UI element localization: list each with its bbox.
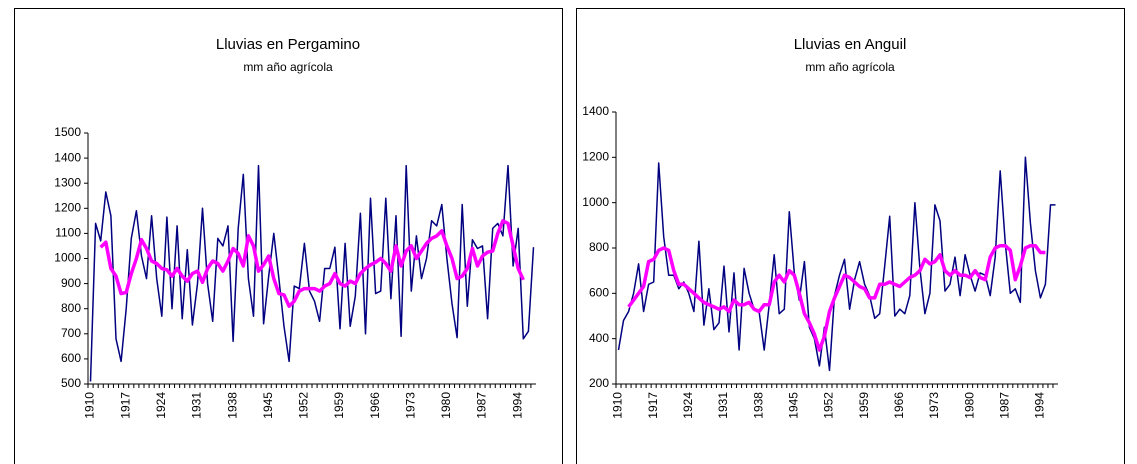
- x-tick-label: 1959: [332, 392, 346, 419]
- chart-title: Lluvias en Pergamino: [216, 36, 360, 53]
- x-tick-label: 1945: [261, 392, 275, 419]
- x-tick-label: 1931: [716, 392, 730, 419]
- x-tick-label: 1952: [822, 392, 836, 419]
- x-tick-label: 1959: [857, 392, 871, 419]
- y-tick-label: 700: [61, 326, 81, 340]
- chart-frame: [576, 8, 1125, 464]
- y-tick-label: 800: [589, 240, 609, 254]
- y-tick-label: 1400: [54, 150, 81, 164]
- y-tick-label: 1200: [54, 200, 81, 214]
- x-tick-label: 1973: [927, 392, 941, 419]
- x-tick-label: 1924: [681, 392, 695, 419]
- x-tick-label: 1952: [297, 392, 311, 419]
- x-tick-label: 1966: [368, 392, 382, 419]
- y-tick-label: 600: [61, 351, 81, 365]
- y-tick-label: 1000: [54, 251, 81, 265]
- x-tick-label: 1938: [751, 392, 765, 419]
- x-tick-label: 1994: [510, 392, 524, 419]
- y-tick-label: 500: [61, 376, 81, 390]
- y-tick-label: 1000: [582, 195, 609, 209]
- data-line: [89, 164, 535, 382]
- chart-subtitle: mm año agrícola: [805, 60, 895, 74]
- y-tick-label: 200: [589, 376, 609, 390]
- chart-frame: [14, 8, 563, 464]
- x-tick-label: 1987: [997, 392, 1011, 419]
- x-tick-label: 1924: [154, 392, 168, 419]
- x-tick-label: 1917: [118, 392, 132, 419]
- x-tick-label: 1938: [225, 392, 239, 419]
- x-tick-label: 1931: [190, 392, 204, 419]
- y-tick-label: 1400: [582, 104, 609, 118]
- x-tick-label: 1966: [892, 392, 906, 419]
- data-line: [617, 156, 1056, 372]
- chart-subtitle: mm año agrícola: [243, 60, 333, 74]
- y-tick-label: 600: [589, 286, 609, 300]
- y-tick-label: 1500: [54, 125, 81, 139]
- x-tick-label: 1910: [611, 392, 625, 419]
- data-line: [627, 243, 1046, 352]
- x-tick-label: 1917: [646, 392, 660, 419]
- x-tick-label: 1994: [1033, 392, 1047, 419]
- y-tick-label: 1100: [55, 226, 81, 240]
- x-tick-label: 1980: [962, 392, 976, 419]
- chart-title: Lluvias en Anguil: [794, 36, 907, 53]
- y-tick-label: 400: [589, 331, 609, 345]
- x-tick-label: 1980: [439, 392, 453, 419]
- y-tick-label: 1300: [54, 175, 81, 189]
- y-tick-label: 800: [61, 301, 81, 315]
- x-tick-label: 1945: [786, 392, 800, 419]
- y-tick-label: 900: [61, 276, 81, 290]
- data-line: [99, 219, 525, 308]
- x-tick-label: 1987: [475, 392, 489, 419]
- x-tick-label: 1910: [83, 392, 97, 419]
- y-tick-label: 1200: [582, 150, 609, 164]
- x-tick-label: 1973: [403, 392, 417, 419]
